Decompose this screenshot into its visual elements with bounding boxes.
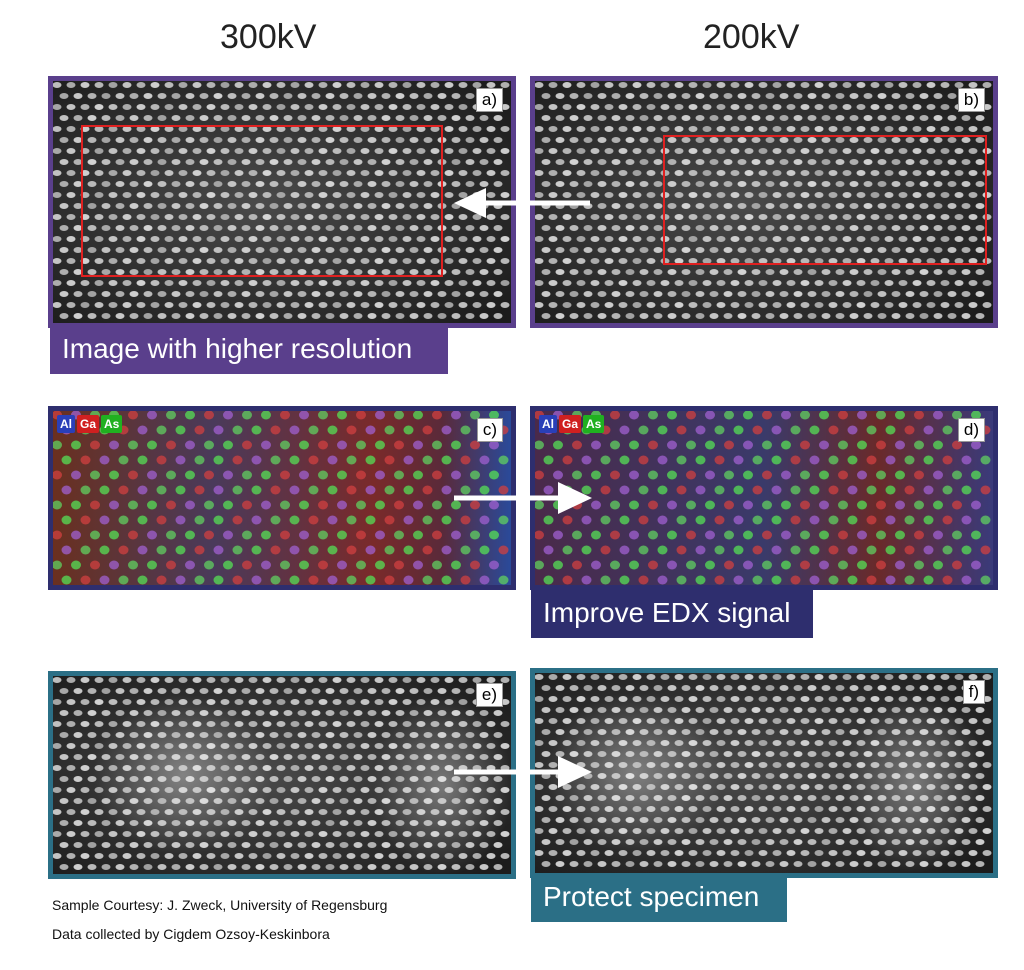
legend-as: As xyxy=(583,415,605,433)
credit-data-collected: Data collected by Cigdem Ozsoy-Keskinbor… xyxy=(52,926,330,942)
panel-b-roi-box xyxy=(663,135,987,265)
legend-al: Al xyxy=(57,415,75,433)
panel-a-label: a) xyxy=(475,88,503,112)
panel-d-edx-map xyxy=(535,411,993,585)
legend-ga: Ga xyxy=(559,415,582,433)
panel-d-element-legend: Al Ga As xyxy=(539,415,606,433)
banner-protect-specimen: Protect specimen xyxy=(531,874,787,922)
panel-c-element-legend: Al Ga As xyxy=(57,415,124,433)
arrow-right-icon xyxy=(454,482,592,514)
panel-b-200kv-haadf: b) xyxy=(530,76,998,328)
panel-d-label: d) xyxy=(957,418,985,442)
panel-d-200kv-edx: Al Ga As d) xyxy=(530,406,998,590)
banner-improve-edx: Improve EDX signal xyxy=(531,590,813,638)
panel-c-label: c) xyxy=(476,418,503,442)
arrow-right-icon xyxy=(454,756,592,788)
column-header-200kv: 200kV xyxy=(703,18,800,56)
panel-a-lattice-image xyxy=(53,81,511,323)
arrow-left-icon xyxy=(454,188,590,218)
panel-f-lattice-image xyxy=(535,673,993,873)
banner-higher-resolution: Image with higher resolution xyxy=(50,326,448,374)
legend-ga: Ga xyxy=(77,415,100,433)
panel-a-roi-box xyxy=(81,125,443,277)
credit-sample-courtesy: Sample Courtesy: J. Zweck, University of… xyxy=(52,897,388,913)
panel-b-label: b) xyxy=(957,88,985,112)
panel-e-300kv-haadf: e) xyxy=(48,671,516,879)
panel-c-300kv-edx: Al Ga As c) xyxy=(48,406,516,590)
panel-f-200kv-haadf: f) xyxy=(530,668,998,878)
panel-a-300kv-haadf: a) xyxy=(48,76,516,328)
legend-al: Al xyxy=(539,415,557,433)
panel-f-label: f) xyxy=(962,680,985,704)
panel-e-lattice-image xyxy=(53,676,511,874)
legend-as: As xyxy=(101,415,123,433)
column-header-300kv: 300kV xyxy=(220,18,317,56)
panel-c-edx-map xyxy=(53,411,511,585)
panel-e-label: e) xyxy=(475,683,503,707)
panel-b-lattice-image xyxy=(535,81,993,323)
